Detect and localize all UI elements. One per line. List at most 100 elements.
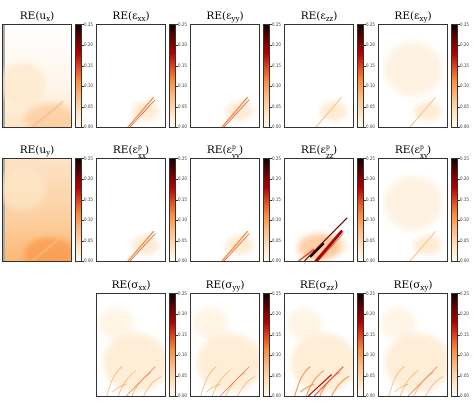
- title-prefix: RE(: [19, 10, 40, 22]
- title-suffix: ): [333, 10, 338, 22]
- colorbar-tick-label: 0.25: [178, 22, 187, 27]
- colorbar-tick-mark: [458, 241, 460, 243]
- colorbar-tick-mark: [176, 24, 178, 25]
- colorbar-tick-mark: [270, 65, 272, 67]
- colorbar-tick-mark: [82, 24, 84, 25]
- colorbar-tick-label: 0.10: [460, 83, 469, 89]
- colorbar-tick-mark: [176, 158, 178, 159]
- colorbar-tick-label: 0.05: [272, 104, 281, 110]
- colorbar-tick-mark: [270, 220, 272, 222]
- title-subscript: xx: [137, 15, 146, 23]
- colorbar-tick-label: 0.00: [366, 124, 375, 129]
- colorbar-tick-label: 0.00: [366, 393, 375, 398]
- title-symbol: u: [39, 10, 47, 22]
- heatmap-panel: RE(ε p yy) 0.25 0.20 0.15 0.10 0.05 0.00: [190, 142, 290, 266]
- title-prefix: RE(: [394, 10, 415, 22]
- heatmap-panel: RE(ux) 0.25 0.20 0.15 0.10 0.05 0.00: [2, 8, 102, 132]
- colorbar-tick-label: 0.20: [366, 310, 375, 316]
- title-prefix: RE(: [112, 144, 133, 156]
- heatmap-field-svg: [286, 307, 353, 396]
- title-suffix: ): [427, 10, 432, 22]
- title-symbol: ε: [226, 10, 232, 22]
- colorbar-tick-label: 0.20: [178, 175, 187, 181]
- colorbar-tick-mark: [364, 158, 366, 159]
- colorbar-tick-label: 0.05: [460, 104, 469, 110]
- panel-title: RE(εzz): [284, 8, 354, 24]
- heatmap-panel: RE(σxx) 0.25 0.20 0.15 0.10 0.05 0.00: [96, 277, 196, 401]
- colorbar-tick-label: 0.15: [84, 196, 93, 202]
- title-prefix: RE(: [205, 279, 226, 291]
- colorbar-tick-mark: [176, 293, 178, 294]
- heatmap-plot: [284, 24, 354, 128]
- colorbar-tick-label: 0.10: [84, 217, 93, 223]
- colorbar-tick-mark: [364, 241, 366, 243]
- colorbar-tick-mark: [458, 355, 460, 357]
- colorbar-tick-mark: [176, 65, 178, 67]
- colorbar-tick-mark: [82, 65, 84, 67]
- panel-title: RE(ε p yy): [190, 142, 260, 160]
- title-prefix: RE(: [394, 144, 415, 156]
- colorbar-tick-label: 0.05: [366, 104, 375, 110]
- colorbar-tick-label: 0.15: [366, 196, 375, 202]
- colorbar-tick-mark: [176, 313, 178, 315]
- title-subscript: xy: [420, 152, 428, 160]
- heatmap-field-svg: [3, 25, 71, 127]
- colorbar-tick-label: 0.00: [272, 258, 281, 263]
- colorbar-tick-mark: [458, 376, 460, 378]
- title-symbol: σ: [131, 279, 139, 291]
- colorbar-tick-label: 0.25: [366, 291, 375, 296]
- colorbar-tick-mark: [82, 199, 84, 201]
- title-symbol: σ: [225, 279, 233, 291]
- colorbar-tick-mark: [458, 127, 460, 128]
- panel-title: RE(σxy): [378, 277, 448, 293]
- colorbar: [75, 24, 82, 128]
- heatmap-panel: RE(uy) 0.25 0.20 0.15 0.10 0.05 0.00: [2, 142, 102, 266]
- colorbar-tick-mark: [458, 65, 460, 67]
- heatmap-field-svg: [127, 96, 160, 127]
- heatmap-field-svg: [221, 230, 254, 261]
- heatmap-field-svg: [383, 175, 443, 261]
- colorbar-tick-label: 0.20: [460, 310, 469, 316]
- colorbar-tick-label: 0.25: [84, 156, 93, 161]
- colorbar-tick-label: 0.20: [366, 41, 375, 47]
- colorbar-tick-label: 0.05: [366, 238, 375, 244]
- title-subscript: zz: [325, 15, 334, 23]
- heatmap-panel: RE(ε p xy) 0.25 0.20 0.15 0.10 0.05 0.00: [378, 142, 474, 266]
- colorbar-tick-mark: [364, 355, 366, 357]
- panel-title: RE(ε p xy): [378, 142, 448, 160]
- colorbar-tick-label: 0.15: [272, 331, 281, 337]
- heatmap-plot: [2, 158, 72, 262]
- colorbar-tick-label: 0.15: [366, 331, 375, 337]
- colorbar-tick-mark: [458, 86, 460, 88]
- heatmap-panel: RE(σyy) 0.25 0.20 0.15 0.10 0.05 0.00: [190, 277, 290, 401]
- colorbar-tick-mark: [458, 220, 460, 222]
- colorbar-tick-mark: [364, 65, 366, 67]
- title-superscript: p: [232, 144, 236, 151]
- colorbar-tick-mark: [176, 107, 178, 109]
- colorbar: [357, 158, 364, 262]
- colorbar-tick-mark: [364, 293, 366, 294]
- colorbar-tick-label: 0.25: [460, 22, 469, 27]
- panel-title: RE(σxx): [96, 277, 166, 293]
- colorbar-tick-label: 0.10: [366, 352, 375, 358]
- colorbar-tick-mark: [364, 107, 366, 109]
- title-symbol: u: [39, 144, 47, 156]
- colorbar-tick-mark: [270, 293, 272, 294]
- colorbar-tick-label: 0.15: [178, 331, 187, 337]
- panel-title: RE(εyy): [190, 8, 260, 24]
- colorbar-tick-label: 0.20: [460, 175, 469, 181]
- colorbar-tick-mark: [270, 158, 272, 159]
- colorbar-tick-label: 0.10: [272, 352, 281, 358]
- heatmap-plot: [96, 293, 166, 397]
- heatmap-field-svg: [315, 97, 348, 127]
- title-script-stack: p xx: [138, 143, 146, 160]
- heatmap-panel: RE(εxx) 0.25 0.20 0.15 0.10 0.05 0.00: [96, 8, 196, 132]
- colorbar-tick-label: 0.25: [84, 22, 93, 27]
- colorbar-tick-label: 0.15: [178, 62, 187, 68]
- heatmap-plot: [378, 293, 448, 397]
- panel-title: RE(σzz): [284, 277, 354, 293]
- title-prefix: RE(: [19, 144, 40, 156]
- title-prefix: RE(: [300, 144, 321, 156]
- colorbar-tick-mark: [270, 24, 272, 25]
